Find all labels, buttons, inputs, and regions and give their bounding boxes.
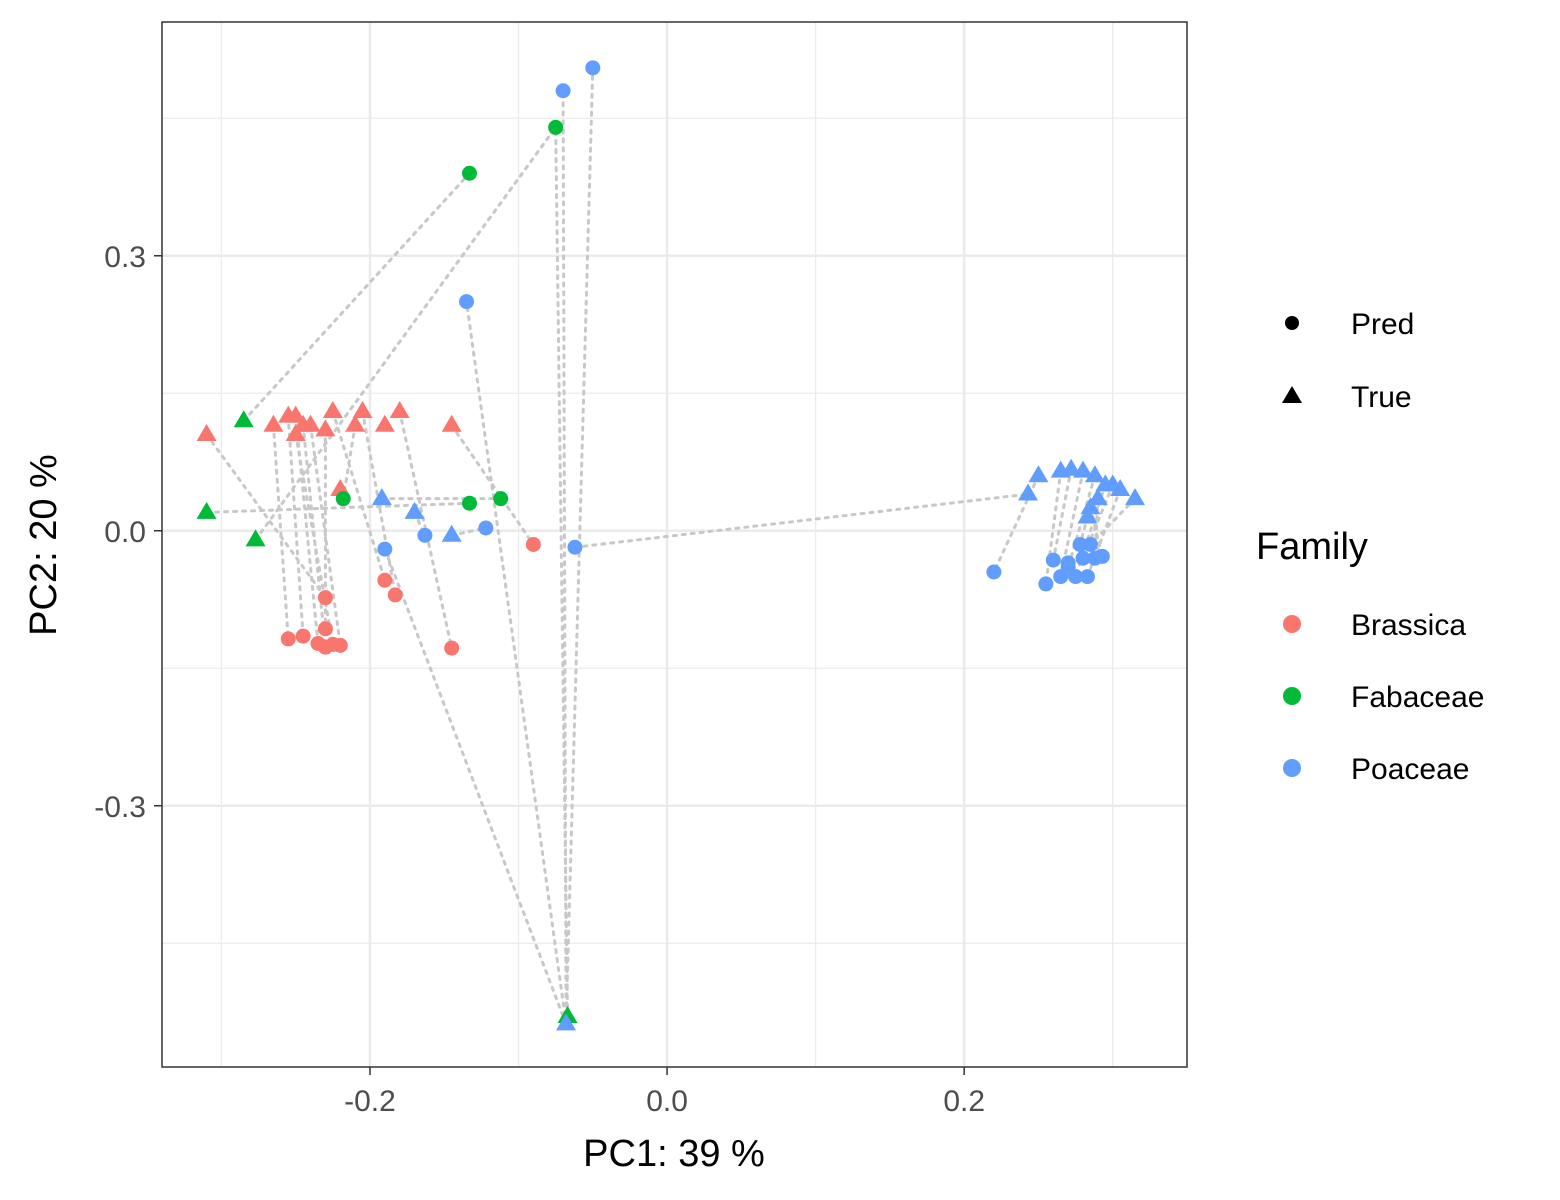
shape-legend: Pred True [1282, 308, 1414, 414]
connector-line [207, 503, 470, 512]
fabaceae-true-point [197, 502, 217, 519]
poaceae-pred-point [1038, 576, 1053, 591]
brassica-pred-point [296, 629, 311, 644]
point-layer [197, 60, 1145, 1030]
poaceae-true-point [1125, 488, 1145, 505]
brassica-pred-point [526, 537, 541, 552]
poaceae-pred-point [417, 528, 432, 543]
poaceae-pred-point [986, 565, 1001, 580]
poaceae-pred-point [1073, 537, 1088, 552]
poaceae-pred-point [585, 60, 600, 75]
poaceae-pred-point [1095, 549, 1110, 564]
x-axis-title: PC1: 39 % [583, 1133, 765, 1175]
legend-fabaceae-label: Fabaceae [1351, 681, 1484, 714]
fabaceae-pred-point [336, 491, 351, 506]
legend-poaceae-label: Poaceae [1351, 753, 1469, 786]
connector-line [244, 173, 470, 421]
connector-line [1053, 469, 1071, 560]
brassica-pred-point [388, 587, 403, 602]
poaceae-true-point [442, 525, 462, 542]
connector-line [467, 302, 567, 1024]
axis-layer: -0.2 0.0 0.2 -0.3 0.0 0.3 [94, 241, 985, 1118]
y-tick-label: 0.0 [104, 516, 146, 549]
poaceae-pred-point [1061, 555, 1076, 570]
brassica-true-point [390, 401, 410, 418]
connector-line [385, 549, 566, 1024]
connector-line [563, 91, 566, 1024]
legend-true-symbol [1282, 386, 1302, 403]
legend-pred-label: Pred [1351, 308, 1414, 341]
legend-fabaceae-symbol [1283, 687, 1301, 705]
connector-line [273, 425, 288, 639]
poaceae-true-point [1028, 465, 1048, 482]
x-tick-label: -0.2 [344, 1085, 396, 1118]
brassica-true-point [315, 419, 335, 436]
brassica-pred-point [281, 631, 296, 646]
connector-line [207, 435, 326, 598]
legend-brassica-label: Brassica [1351, 609, 1466, 642]
legend-family-title: Family [1256, 526, 1368, 568]
fabaceae-pred-point [462, 166, 477, 181]
poaceae-pred-point [377, 542, 392, 557]
poaceae-pred-point [1080, 569, 1095, 584]
x-tick-label: 0.2 [943, 1085, 985, 1118]
legend-pred-symbol [1285, 316, 1299, 330]
color-legend: Family Brassica Fabaceae Poaceae [1256, 526, 1484, 786]
connector-line [256, 127, 556, 540]
poaceae-pred-point [556, 83, 571, 98]
poaceae-pred-point [1046, 553, 1061, 568]
brassica-true-point [197, 424, 217, 441]
legend-brassica-symbol [1283, 615, 1301, 633]
fabaceae-pred-point [462, 496, 477, 511]
brassica-pred-point [333, 638, 348, 653]
poaceae-true-point [372, 488, 392, 505]
brassica-true-point [263, 415, 283, 432]
poaceae-pred-point [478, 521, 493, 536]
brassica-pred-point [318, 590, 333, 605]
connector-layer [207, 68, 1135, 1024]
x-tick-label: 0.0 [646, 1085, 688, 1118]
brassica-true-point [323, 401, 343, 418]
connector-line [575, 494, 1028, 547]
brassica-pred-point [377, 573, 392, 588]
brassica-pred-point [318, 621, 333, 636]
connector-line [288, 416, 303, 636]
brassica-true-point [442, 415, 462, 432]
legend-true-label: True [1351, 381, 1412, 414]
poaceae-pred-point [567, 540, 582, 555]
fabaceae-pred-point [548, 120, 563, 135]
legend-poaceae-symbol [1283, 759, 1301, 777]
brassica-pred-point [444, 641, 459, 656]
y-tick-label: 0.3 [104, 241, 146, 274]
y-axis-title: PC2: 20 % [23, 454, 65, 636]
y-tick-label: -0.3 [94, 791, 146, 824]
fabaceae-pred-point [493, 491, 508, 506]
poaceae-pred-point [459, 294, 474, 309]
